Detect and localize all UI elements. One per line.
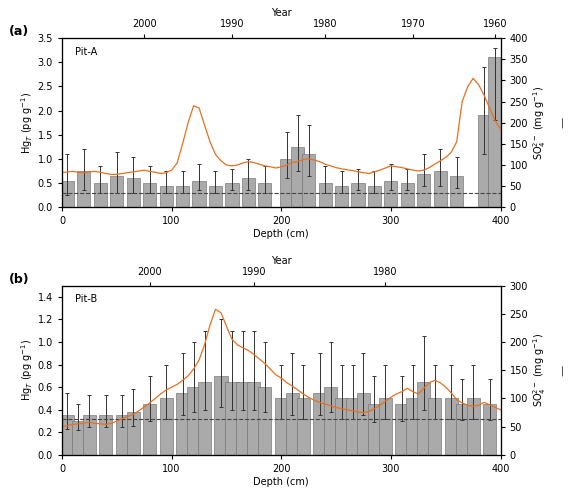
- Bar: [489, 57, 501, 207]
- Bar: [335, 398, 348, 455]
- Bar: [319, 183, 332, 207]
- Bar: [456, 404, 469, 455]
- Y-axis label: Hg$_T$ (pg g$^{-1}$): Hg$_T$ (pg g$^{-1}$): [19, 92, 35, 154]
- Bar: [94, 183, 107, 207]
- Bar: [324, 387, 337, 455]
- Bar: [346, 398, 359, 455]
- Bar: [258, 183, 271, 207]
- X-axis label: Depth (cm): Depth (cm): [253, 477, 309, 487]
- Text: Pit-A: Pit-A: [75, 47, 98, 56]
- Bar: [237, 382, 249, 455]
- Bar: [483, 404, 496, 455]
- Bar: [72, 421, 85, 455]
- Bar: [384, 181, 398, 207]
- Text: Pit-B: Pit-B: [75, 294, 98, 304]
- Bar: [143, 404, 156, 455]
- X-axis label: Year: Year: [271, 256, 291, 266]
- Bar: [286, 393, 299, 455]
- Bar: [99, 415, 113, 455]
- Bar: [417, 174, 430, 207]
- Bar: [127, 412, 140, 455]
- Bar: [160, 398, 173, 455]
- Bar: [176, 186, 189, 207]
- Bar: [61, 181, 74, 207]
- Bar: [187, 387, 200, 455]
- Bar: [434, 171, 447, 207]
- Bar: [445, 398, 458, 455]
- Bar: [467, 398, 479, 455]
- Text: (b): (b): [9, 273, 30, 286]
- Bar: [226, 382, 238, 455]
- Bar: [313, 393, 326, 455]
- Bar: [395, 404, 409, 455]
- Bar: [428, 398, 441, 455]
- Bar: [176, 393, 189, 455]
- Text: (a): (a): [9, 25, 29, 38]
- Bar: [280, 159, 293, 207]
- Bar: [275, 398, 288, 455]
- Bar: [61, 415, 74, 455]
- Bar: [417, 382, 430, 455]
- Bar: [160, 186, 173, 207]
- Bar: [406, 398, 419, 455]
- Bar: [478, 115, 490, 207]
- Bar: [110, 176, 123, 207]
- Bar: [368, 186, 381, 207]
- X-axis label: Depth (cm): Depth (cm): [253, 229, 309, 239]
- Bar: [209, 186, 222, 207]
- Bar: [116, 415, 129, 455]
- Bar: [258, 387, 271, 455]
- Bar: [248, 382, 260, 455]
- X-axis label: Year: Year: [271, 8, 291, 18]
- Bar: [127, 178, 140, 207]
- Bar: [83, 415, 96, 455]
- Bar: [143, 183, 156, 207]
- Bar: [368, 404, 381, 455]
- Bar: [242, 178, 255, 207]
- Text: —: —: [557, 117, 568, 128]
- Bar: [357, 393, 370, 455]
- Bar: [401, 183, 414, 207]
- Y-axis label: SO$_4^{2-}$ (mg g$^{-1}$): SO$_4^{2-}$ (mg g$^{-1}$): [531, 86, 548, 160]
- Y-axis label: Hg$_T$ (pg g$^{-1}$): Hg$_T$ (pg g$^{-1}$): [19, 339, 35, 401]
- Bar: [302, 154, 315, 207]
- Y-axis label: SO$_4^{2-}$ (mg g$^{-1}$): SO$_4^{2-}$ (mg g$^{-1}$): [531, 333, 548, 407]
- Bar: [226, 183, 238, 207]
- Bar: [215, 376, 227, 455]
- Bar: [198, 382, 211, 455]
- Bar: [450, 176, 463, 207]
- Bar: [297, 398, 310, 455]
- Bar: [335, 186, 348, 207]
- Bar: [351, 183, 365, 207]
- Text: —: —: [557, 365, 568, 376]
- Bar: [77, 171, 91, 207]
- Bar: [291, 147, 304, 207]
- Bar: [379, 398, 392, 455]
- Bar: [193, 181, 205, 207]
